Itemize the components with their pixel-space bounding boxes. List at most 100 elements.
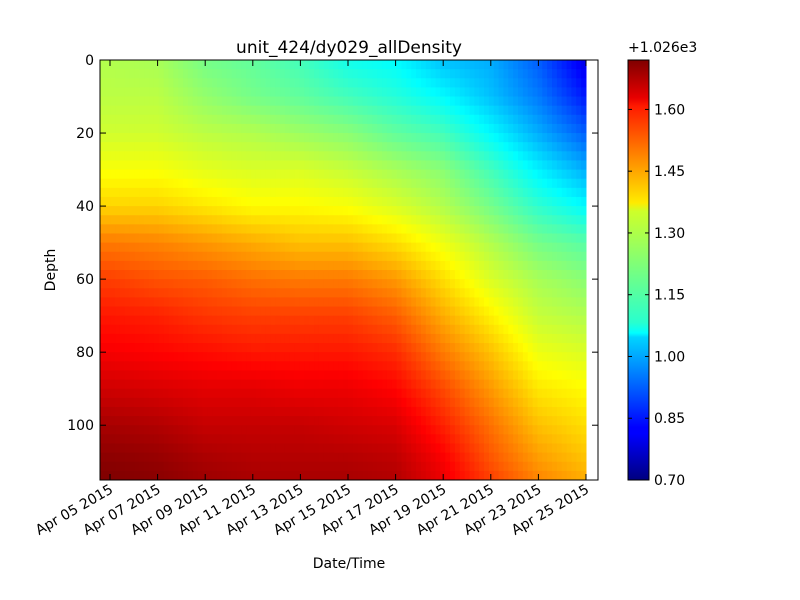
- heatmap-cell: [556, 215, 563, 225]
- heatmap-cell: [479, 297, 485, 308]
- heatmap-cell: [153, 96, 160, 107]
- heatmap-cell: [333, 78, 339, 88]
- heatmap-cell: [158, 343, 165, 353]
- heatmap-cell: [192, 187, 199, 198]
- heatmap-cell: [153, 406, 160, 417]
- heatmap-cell: [352, 333, 359, 344]
- heatmap-cell: [401, 233, 407, 244]
- heatmap-cell: [382, 78, 388, 88]
- heatmap-cell: [115, 406, 121, 417]
- heatmap-cell: [362, 160, 369, 171]
- heatmap-cell: [139, 270, 145, 280]
- heatmap-cell: [391, 206, 398, 216]
- heatmap-cell: [309, 470, 315, 480]
- heatmap-cell: [168, 397, 174, 408]
- heatmap-cell: [318, 379, 325, 390]
- heatmap-cell: [488, 443, 495, 454]
- heatmap-cell: [343, 343, 349, 353]
- heatmap-cell: [139, 105, 145, 116]
- heatmap-cell: [416, 233, 422, 244]
- heatmap-cell: [362, 187, 369, 198]
- heatmap-cell: [139, 114, 145, 125]
- heatmap-cell: [556, 416, 563, 426]
- heatmap-cell: [250, 288, 257, 298]
- heatmap-cell: [153, 196, 160, 207]
- heatmap-cell: [503, 105, 509, 116]
- heatmap-cell: [197, 270, 203, 280]
- heatmap-cell: [367, 242, 373, 253]
- heatmap-cell: [202, 87, 208, 98]
- heatmap-cell: [425, 196, 432, 207]
- heatmap-cell: [124, 315, 131, 326]
- heatmap-cell: [552, 388, 558, 399]
- heatmap-cell: [318, 343, 325, 353]
- heatmap-cell: [411, 315, 417, 326]
- heatmap-cell: [445, 416, 451, 426]
- heatmap-cell: [105, 388, 111, 399]
- heatmap-cell: [246, 215, 252, 225]
- heatmap-cell: [532, 242, 538, 253]
- heatmap-cell: [513, 361, 519, 371]
- heatmap-cell: [459, 169, 466, 180]
- heatmap-cell: [294, 69, 301, 79]
- heatmap-cell: [221, 397, 228, 408]
- heatmap-cell: [571, 187, 577, 198]
- heatmap-cell: [338, 470, 344, 480]
- heatmap-cell: [323, 69, 330, 79]
- heatmap-cell: [484, 87, 490, 98]
- heatmap-cell: [178, 105, 184, 116]
- heatmap-cell: [547, 434, 553, 444]
- heatmap-cell: [250, 361, 257, 371]
- heatmap-cell: [173, 434, 179, 444]
- heatmap-cell: [241, 160, 247, 171]
- heatmap-cell: [469, 324, 475, 335]
- heatmap-cell: [518, 406, 524, 417]
- heatmap-cell: [226, 123, 233, 134]
- heatmap-cell: [576, 461, 582, 472]
- heatmap-cell: [134, 279, 140, 289]
- heatmap-cell: [367, 315, 373, 326]
- heatmap-cell: [270, 123, 276, 134]
- heatmap-cell: [352, 114, 359, 125]
- heatmap-cell: [571, 333, 577, 344]
- heatmap-cell: [144, 416, 150, 426]
- heatmap-cell: [542, 69, 548, 79]
- heatmap-cell: [110, 260, 116, 271]
- heatmap-cell: [391, 352, 398, 362]
- heatmap-cell: [100, 361, 106, 371]
- heatmap-cell: [386, 60, 393, 70]
- heatmap-cell: [250, 306, 257, 317]
- heatmap-cell: [134, 397, 140, 408]
- heatmap-cell: [411, 434, 417, 444]
- heatmap-cell: [372, 233, 378, 244]
- heatmap-cell: [362, 178, 369, 189]
- heatmap-cell: [527, 114, 534, 125]
- heatmap-cell: [231, 242, 237, 253]
- heatmap-cell: [197, 361, 203, 371]
- heatmap-cell: [561, 425, 568, 435]
- heatmap-cell: [192, 406, 199, 417]
- heatmap-cell: [168, 233, 174, 244]
- heatmap-cell: [304, 151, 310, 161]
- heatmap-cell: [241, 251, 247, 262]
- heatmap-cell: [469, 279, 475, 289]
- heatmap-cell: [173, 297, 179, 308]
- heatmap-cell: [386, 87, 393, 98]
- heatmap-cell: [299, 69, 305, 79]
- heatmap-cell: [571, 324, 577, 335]
- heatmap-cell: [445, 406, 451, 417]
- heatmap-cell: [440, 352, 446, 362]
- heatmap-cell: [144, 123, 150, 134]
- heatmap-cell: [498, 242, 504, 253]
- heatmap-cell: [294, 470, 301, 480]
- heatmap-cell: [561, 251, 568, 262]
- heatmap-cell: [435, 251, 441, 262]
- y-tick-label: 100: [67, 418, 94, 434]
- heatmap-cell: [207, 470, 213, 480]
- heatmap-cell: [280, 461, 286, 472]
- heatmap-cell: [139, 425, 145, 435]
- heatmap-cell: [299, 461, 305, 472]
- heatmap-cell: [571, 406, 577, 417]
- heatmap-cell: [454, 361, 461, 371]
- heatmap-cell: [556, 78, 563, 88]
